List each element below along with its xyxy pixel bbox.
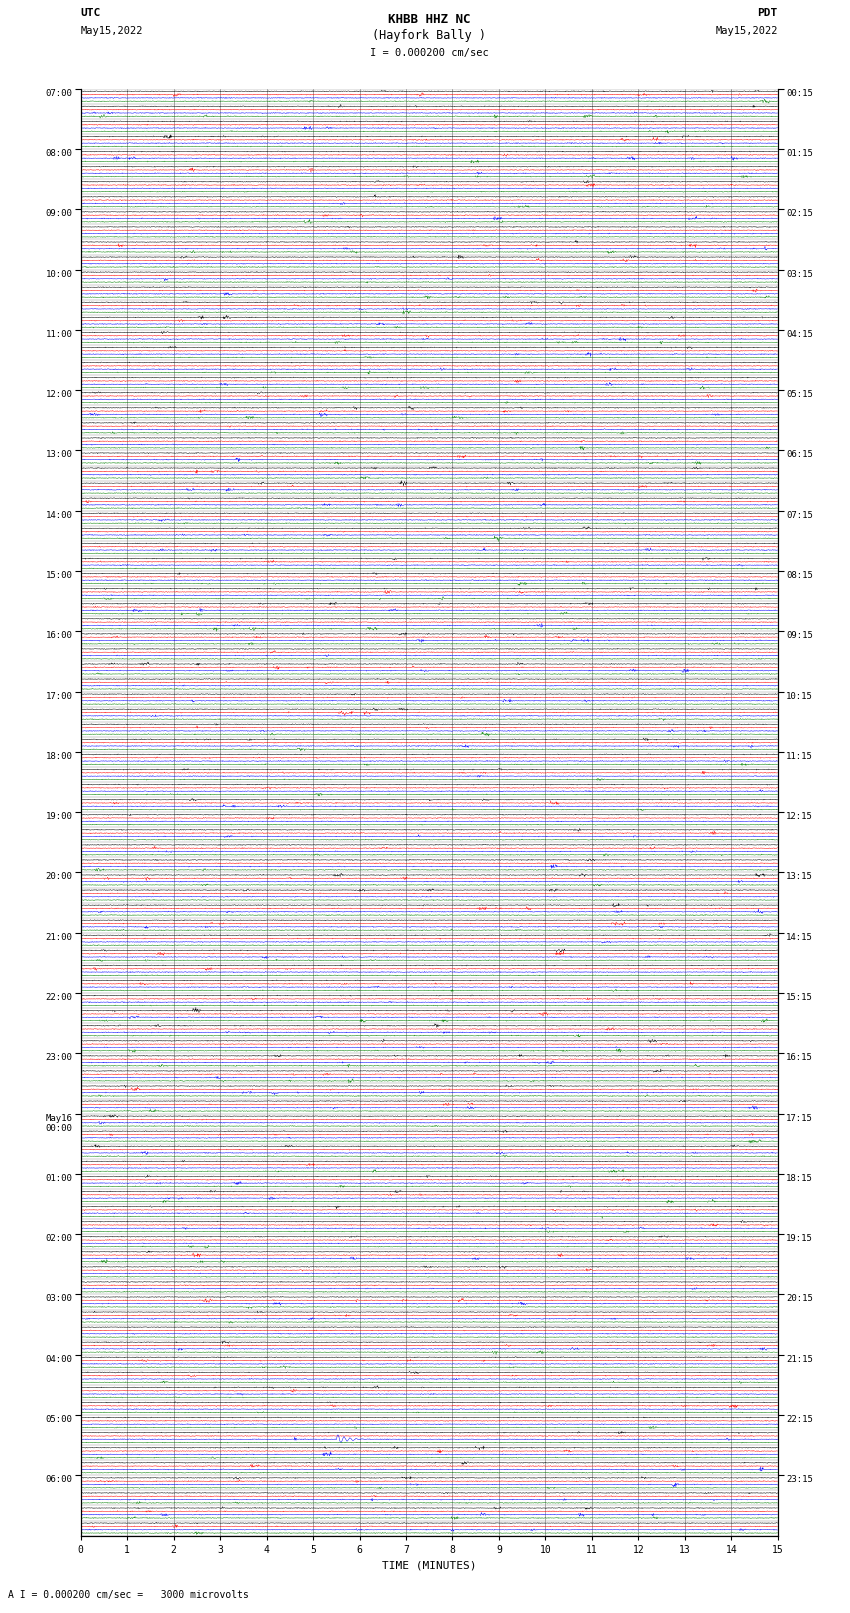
Text: I = 0.000200 cm/sec: I = 0.000200 cm/sec: [370, 48, 489, 58]
Text: (Hayfork Bally ): (Hayfork Bally ): [372, 29, 486, 42]
X-axis label: TIME (MINUTES): TIME (MINUTES): [382, 1560, 477, 1569]
Text: UTC: UTC: [81, 8, 101, 18]
Text: PDT: PDT: [757, 8, 778, 18]
Text: KHBB HHZ NC: KHBB HHZ NC: [388, 13, 471, 26]
Text: A I = 0.000200 cm/sec =   3000 microvolts: A I = 0.000200 cm/sec = 3000 microvolts: [8, 1590, 249, 1600]
Text: May15,2022: May15,2022: [715, 26, 778, 35]
Text: May15,2022: May15,2022: [81, 26, 144, 35]
